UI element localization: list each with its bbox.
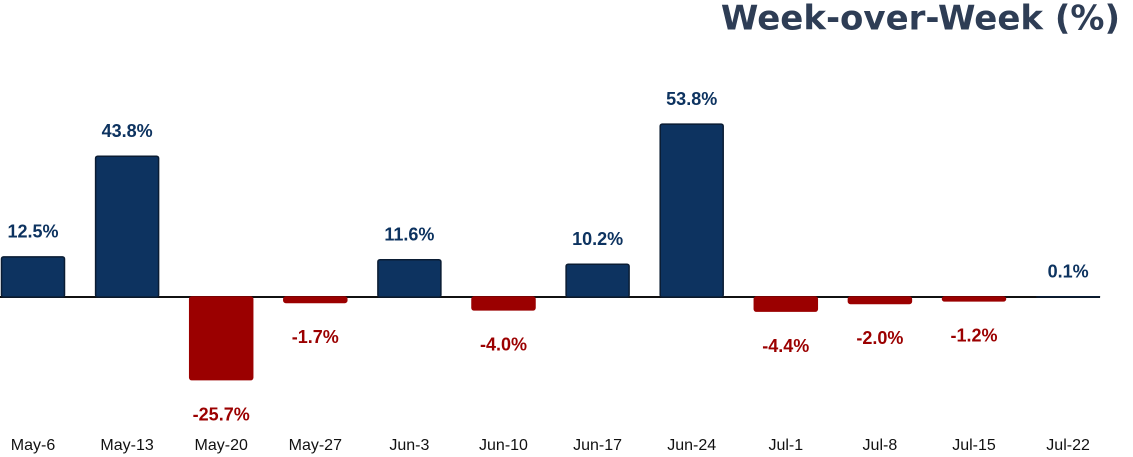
bar [94, 155, 160, 298]
bar [283, 296, 348, 304]
x-tick-label: Jun-17 [573, 437, 622, 454]
bar [565, 263, 630, 298]
value-label: 43.8% [102, 121, 153, 141]
bar [847, 296, 913, 305]
value-label: -2.0% [856, 328, 903, 348]
value-label: -4.0% [480, 335, 527, 355]
value-label: 11.6% [384, 224, 434, 244]
value-label: 12.5% [7, 222, 58, 242]
x-tick-label: Jul-15 [952, 437, 996, 454]
bar [941, 296, 1007, 302]
value-label: 10.2% [572, 229, 623, 249]
bar [659, 123, 724, 298]
bar [0, 256, 66, 298]
chart-title: Week-over-Week (%) [721, 0, 1120, 39]
value-label: -1.2% [950, 326, 997, 346]
value-label: -25.7% [193, 404, 250, 424]
x-tick-label: May-27 [289, 437, 342, 454]
x-tick-label: May-13 [100, 437, 153, 454]
bar [753, 296, 819, 312]
x-tick-label: Jun-10 [479, 437, 528, 454]
x-tick-label: May-6 [11, 437, 56, 454]
value-label: 0.1% [1048, 261, 1089, 281]
x-tick-label: Jun-3 [389, 437, 429, 454]
x-tick-label: Jul-22 [1046, 437, 1090, 454]
x-tick-label: May-20 [195, 437, 248, 454]
bar [377, 258, 442, 298]
value-label: -1.7% [292, 327, 339, 347]
x-tick-label: Jul-8 [863, 437, 898, 454]
bar [188, 296, 254, 381]
value-label: -4.4% [762, 336, 809, 356]
value-label: 53.8% [666, 89, 717, 109]
bar [471, 296, 536, 311]
x-tick-label: Jul-1 [768, 437, 803, 454]
x-tick-label: Jun-24 [667, 437, 716, 454]
